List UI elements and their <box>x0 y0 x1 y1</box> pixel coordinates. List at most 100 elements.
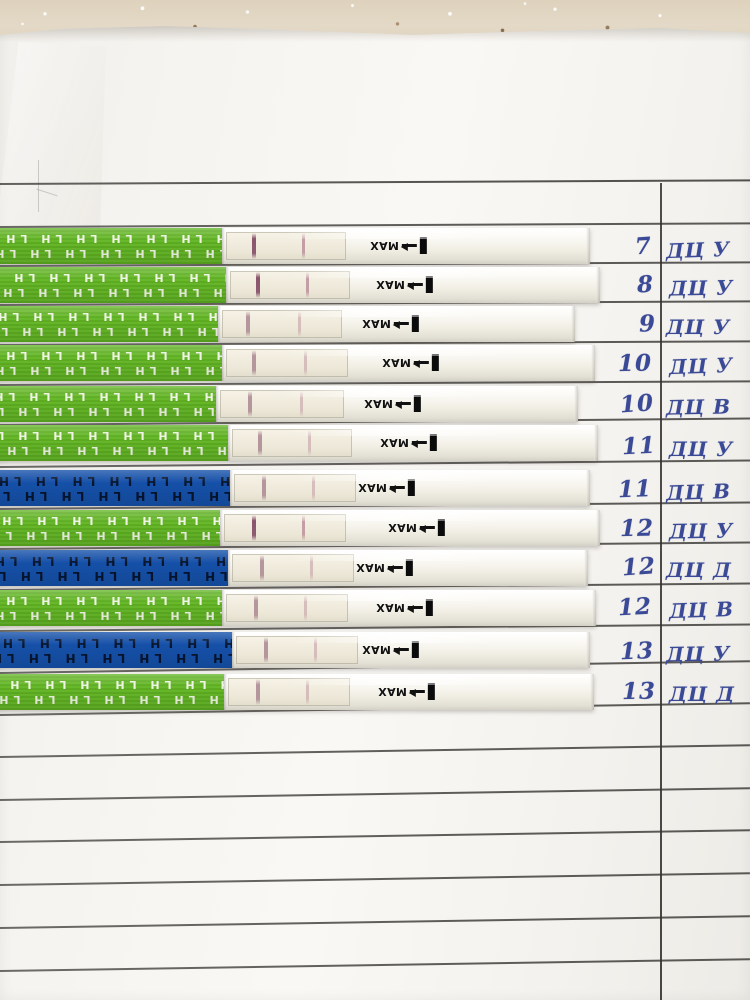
cycle-day-note: ДЦ У <box>668 518 734 544</box>
cycle-day-note: ДЦ У <box>666 315 731 339</box>
cycle-day-note: ДЦ У <box>668 352 734 380</box>
control-line <box>260 555 264 581</box>
strip-specular-highlight <box>288 552 498 561</box>
test-line <box>312 475 315 501</box>
control-line <box>262 475 266 501</box>
cycle-day-note: ДЦ Д <box>666 558 732 582</box>
control-line <box>252 350 256 376</box>
cycle-day-number: 11 <box>617 475 653 504</box>
cycle-day-note: ДЦ У <box>665 236 731 264</box>
right-arrow-icon <box>387 566 403 570</box>
strip-end <box>596 267 600 303</box>
strip-brand-pad: LH LH LH LH LH LH LH LH LH LH LH LH LH L… <box>0 632 232 668</box>
black-fill-bar-icon <box>411 641 419 659</box>
black-fill-bar-icon <box>425 276 433 294</box>
max-label: MAX <box>358 481 387 495</box>
pad-gloss <box>0 386 216 422</box>
test-line <box>306 272 309 298</box>
test-line <box>306 679 309 705</box>
pad-edge <box>222 345 225 381</box>
cycle-day-note: ДЦ У <box>669 437 734 461</box>
strip-brand-pad: LH LH LH LH LH LH LH LH LH LH LH LH LH L… <box>0 306 218 342</box>
test-strip: LH LH LH LH LH LH LH LH LH LH LH LH LH L… <box>0 470 590 506</box>
right-arrow-icon <box>389 486 405 490</box>
black-fill-bar-icon <box>407 479 415 497</box>
test-strip: LH LH LH LH LH LH LH LH LH LH LH LH LH L… <box>0 674 594 710</box>
control-line <box>248 391 252 417</box>
strip-brand-pad: LH LH LH LH LH LH LH LH LH LH LH LH LH L… <box>0 510 220 546</box>
pad-gloss <box>0 632 232 668</box>
right-arrow-icon <box>411 441 427 445</box>
strip-end <box>586 228 590 264</box>
tape-overlay <box>0 42 106 257</box>
strip-brand-pad: LH LH LH LH LH LH LH LH LH LH LH LH LH L… <box>0 345 222 381</box>
strip-brand-pad: LH LH LH LH LH LH LH LH LH LH LH LH LH L… <box>0 425 228 461</box>
strip-specular-highlight <box>288 427 508 436</box>
test-line <box>308 430 311 456</box>
cycle-day-number: 12 <box>621 552 657 582</box>
strip-specular-highlight <box>282 230 500 239</box>
test-strip: LH LH LH LH LH LH LH LH LH LH LH LH LH L… <box>0 228 590 264</box>
test-strip: LH LH LH LH LH LH LH LH LH LH LH LH LH L… <box>0 632 590 668</box>
cycle-day-note: ДЦ В <box>668 596 735 624</box>
margin-line <box>660 183 662 1000</box>
strip-brand-pad: LH LH LH LH LH LH LH LH LH LH LH LH LH L… <box>0 228 222 264</box>
cycle-day-number: 13 <box>619 637 655 666</box>
strip-end <box>584 550 588 586</box>
pad-gloss <box>0 470 230 506</box>
cycle-day-number: 12 <box>617 592 653 622</box>
cycle-day-number: 12 <box>619 514 655 543</box>
test-line <box>302 515 305 541</box>
strip-end <box>596 510 600 546</box>
cycle-day-note: ДЦ У <box>665 641 731 667</box>
black-fill-bar-icon <box>427 683 435 701</box>
control-line <box>252 515 256 541</box>
strip-specular-highlight <box>292 634 500 643</box>
strip-end <box>590 674 594 710</box>
pad-edge <box>220 510 223 546</box>
cycle-day-number: 9 <box>638 310 657 338</box>
pad-gloss <box>0 510 220 546</box>
black-fill-bar-icon <box>429 434 437 452</box>
pad-edge <box>216 386 219 422</box>
test-line <box>304 595 307 621</box>
strip-end <box>574 386 578 422</box>
strip-specular-highlight <box>282 592 506 601</box>
max-label: MAX <box>370 239 399 253</box>
max-label: MAX <box>362 643 391 657</box>
cycle-day-number: 8 <box>636 270 655 299</box>
cycle-day-note: ДЦ Д <box>669 682 735 706</box>
cycle-day-note: ДЦ В <box>665 394 732 420</box>
right-arrow-icon <box>393 322 409 326</box>
max-label: MAX <box>376 278 405 292</box>
test-strip: LH LH LH LH LH LH LH LH LH LH LH LH LH L… <box>0 425 598 461</box>
strip-end <box>571 306 575 342</box>
strip-specular-highlight <box>286 269 510 278</box>
black-fill-bar-icon <box>437 519 445 537</box>
strip-specular-highlight <box>278 308 485 317</box>
test-line <box>304 350 307 376</box>
right-arrow-icon <box>419 526 435 530</box>
black-fill-bar-icon <box>411 315 419 333</box>
pad-gloss <box>0 267 226 303</box>
strip-end <box>586 470 590 506</box>
test-line <box>310 555 313 581</box>
test-line <box>302 233 305 259</box>
strip-specular-highlight <box>284 676 504 685</box>
black-fill-bar-icon <box>431 354 439 372</box>
pad-edge <box>218 306 221 342</box>
strip-specular-highlight <box>276 388 488 397</box>
right-arrow-icon <box>409 690 425 694</box>
test-line <box>298 311 301 337</box>
pad-edge <box>228 425 231 461</box>
pad-gloss <box>0 590 222 626</box>
test-line <box>300 391 303 417</box>
cycle-day-number: 7 <box>634 232 653 261</box>
test-strip: LH LH LH LH LH LH LH LH LH LH LH LH LH L… <box>0 386 578 422</box>
right-arrow-icon <box>401 244 417 248</box>
control-line <box>256 272 260 298</box>
pad-gloss <box>0 425 228 461</box>
test-strip: LH LH LH LH LH LH LH LH LH LH LH LH LH L… <box>0 345 595 381</box>
black-fill-bar-icon <box>405 559 413 577</box>
